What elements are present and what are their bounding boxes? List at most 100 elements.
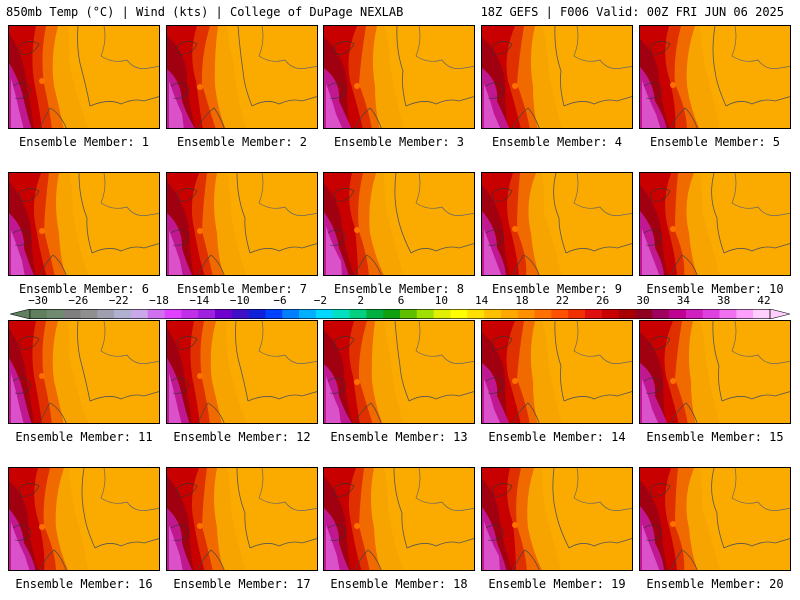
colorbar-tick-label: 38 (717, 294, 731, 307)
colorbar-swatch (383, 309, 401, 319)
colorbar-swatch (114, 309, 132, 319)
colorbar-swatch (315, 309, 334, 319)
colorbar-tick-label: −30 (28, 294, 48, 307)
member-caption: Ensemble Member: 12 (173, 430, 311, 444)
member-map-panel (323, 467, 475, 571)
member-map-panel (639, 25, 791, 129)
colorbar-swatch (332, 309, 350, 319)
colorbar-swatch (635, 309, 653, 319)
colorbar-swatch (198, 309, 216, 319)
colorbar-left-arrow (10, 309, 31, 319)
colorbar-swatch (551, 309, 569, 319)
member-map-panel (166, 467, 318, 571)
colorbar-tick-label: −26 (68, 294, 89, 307)
colorbar-tick-label: 2 (357, 294, 364, 307)
colorbar-tick-label: −6 (273, 294, 287, 307)
member-caption: Ensemble Member: 19 (488, 577, 626, 591)
member-caption: Ensemble Member: 9 (491, 282, 623, 296)
colorbar-swatch (601, 309, 619, 319)
colorbar-tick-label: −10 (229, 294, 250, 307)
colorbar-right-arrow (769, 309, 790, 319)
colorbar-swatch (585, 309, 603, 319)
colorbar-swatch (299, 309, 317, 319)
member-map-panel (323, 25, 475, 129)
member-map-panel (481, 172, 633, 276)
member-map-panel (166, 172, 318, 276)
member-map-panel (166, 320, 318, 424)
colorbar-swatch (702, 309, 720, 319)
colorbar-swatch (736, 309, 754, 319)
colorbar-tick-label: 26 (596, 294, 610, 307)
colorbar-swatch (164, 309, 182, 319)
temperature-colorbar (10, 309, 790, 319)
colorbar-swatch (30, 309, 48, 319)
colorbar-swatch (500, 309, 519, 319)
member-map-panel (639, 320, 791, 424)
colorbar-tick-label: −2 (313, 294, 327, 307)
colorbar-swatch (618, 309, 636, 319)
member-map-panel (639, 467, 791, 571)
colorbar-tick-label: −14 (189, 294, 210, 307)
colorbar-swatch (181, 309, 199, 319)
colorbar-swatch (248, 309, 266, 319)
member-caption: Ensemble Member: 2 (176, 135, 308, 149)
member-caption: Ensemble Member: 17 (173, 577, 311, 591)
member-caption: Ensemble Member: 1 (18, 135, 150, 149)
member-map-panel (8, 172, 160, 276)
member-caption: Ensemble Member: 5 (649, 135, 781, 149)
map-title: 850mb Temp (°C) | Wind (kts) | College o… (6, 5, 404, 19)
member-map-panel (481, 25, 633, 129)
colorbar-swatch (484, 309, 502, 319)
colorbar-swatch (400, 309, 418, 319)
colorbar-swatch (534, 309, 552, 319)
colorbar-swatch (215, 309, 233, 319)
colorbar-swatch (719, 309, 737, 319)
colorbar-swatch (433, 309, 451, 319)
member-caption: Ensemble Member: 11 (15, 430, 153, 444)
colorbar-swatch (147, 309, 165, 319)
colorbar-swatch (130, 309, 149, 319)
colorbar-swatch (669, 309, 687, 319)
member-caption: Ensemble Member: 16 (15, 577, 153, 591)
member-map-panel (323, 172, 475, 276)
model-run-info: 18Z GEFS | F006 Valid: 00Z FRI JUN 06 20… (480, 5, 784, 19)
member-caption: Ensemble Member: 6 (18, 282, 150, 296)
colorbar-tick-label: 10 (434, 294, 448, 307)
member-caption: Ensemble Member: 14 (488, 430, 626, 444)
colorbar-tick-label: −22 (108, 294, 129, 307)
colorbar-tick-label: 14 (475, 294, 489, 307)
member-map-panel (8, 467, 160, 571)
colorbar-tick-label: 30 (636, 294, 650, 307)
member-map-panel (166, 25, 318, 129)
member-map-panel (639, 172, 791, 276)
member-caption: Ensemble Member: 7 (176, 282, 308, 296)
member-caption: Ensemble Member: 4 (491, 135, 623, 149)
colorbar-swatch (753, 309, 771, 319)
colorbar-swatch (282, 309, 300, 319)
colorbar-tick-label: 22 (555, 294, 569, 307)
colorbar-swatch (416, 309, 434, 319)
member-caption: Ensemble Member: 8 (333, 282, 465, 296)
member-map-panel (323, 320, 475, 424)
colorbar-swatch (517, 309, 535, 319)
member-map-panel (481, 467, 633, 571)
member-map-panel (8, 25, 160, 129)
member-caption: Ensemble Member: 15 (646, 430, 784, 444)
colorbar-swatch (265, 309, 283, 319)
colorbar-swatch (97, 309, 115, 319)
colorbar-swatch (450, 309, 468, 319)
colorbar-swatch (231, 309, 249, 319)
colorbar-swatch (366, 309, 384, 319)
colorbar-swatch (568, 309, 586, 319)
member-caption: Ensemble Member: 13 (330, 430, 468, 444)
member-map-panel (481, 320, 633, 424)
member-caption: Ensemble Member: 18 (330, 577, 468, 591)
colorbar-swatch (80, 309, 98, 319)
colorbar-tick-label: 42 (757, 294, 771, 307)
colorbar-swatch (652, 309, 670, 319)
member-caption: Ensemble Member: 20 (646, 577, 784, 591)
colorbar-swatch (46, 309, 64, 319)
member-caption: Ensemble Member: 10 (646, 282, 784, 296)
colorbar-swatch (63, 309, 81, 319)
